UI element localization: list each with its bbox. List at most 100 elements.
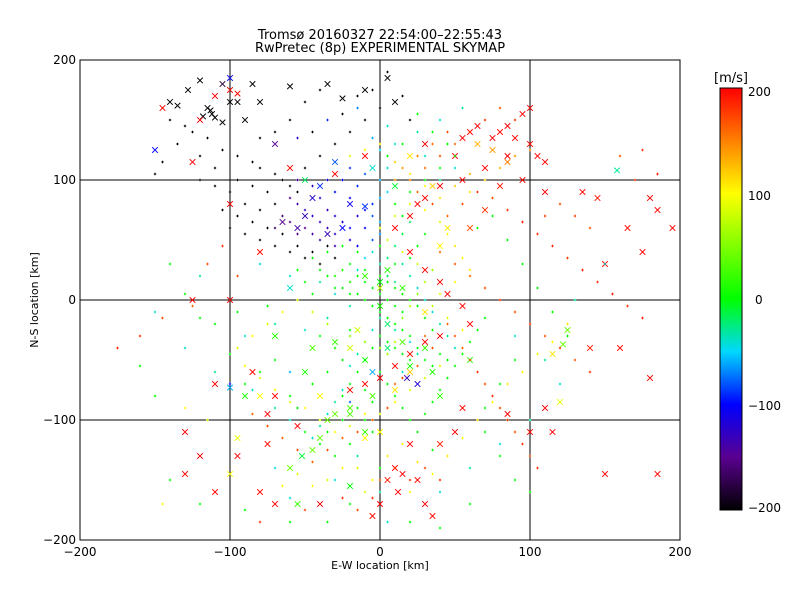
dot-marker [273,130,277,134]
cross-marker [406,152,414,160]
cross-marker [298,452,306,460]
dot-marker [303,508,307,512]
dot-marker [423,280,427,284]
dot-marker [401,262,404,266]
dot-marker [416,364,419,368]
dot-marker [416,352,419,356]
dot-marker [468,268,472,272]
cross-marker [556,398,564,406]
dot-marker [378,106,382,110]
dot-marker [401,94,404,98]
dot-marker [371,346,374,350]
dot-marker [416,286,419,290]
dot-marker [311,292,314,296]
dot-marker [438,388,442,392]
dot-marker [588,226,592,230]
dot-marker [318,280,322,284]
dot-marker [326,244,329,248]
cross-marker [504,122,511,130]
dot-marker [416,112,419,116]
cross-marker [444,290,451,298]
dot-marker [558,346,562,350]
dot-marker [288,184,292,188]
dot-marker [416,292,419,296]
cross-marker [346,482,354,490]
dot-marker [266,226,269,230]
dot-marker [438,352,442,356]
cross-marker [361,272,369,280]
dot-marker [498,442,502,446]
cross-marker [624,224,631,232]
cross-marker [211,380,219,388]
dot-marker [243,202,247,206]
dot-marker [536,466,539,470]
dot-marker [348,364,352,368]
cross-marker [406,350,414,358]
dot-marker [273,172,277,176]
cross-marker [391,224,399,232]
dot-marker [326,250,329,254]
colorbar-tick-label: 0 [755,293,763,307]
cross-marker [421,344,429,352]
dot-marker [333,292,337,296]
cross-marker [669,224,676,232]
dot-marker [258,370,262,374]
cross-marker [294,224,301,232]
cross-marker [286,164,294,172]
dot-marker [438,118,442,122]
dot-marker [506,208,509,212]
cross-marker [339,95,346,102]
dot-marker [393,142,397,146]
dot-marker [303,226,307,230]
y-axis-label: N-S location [km] [28,252,41,348]
dot-marker [228,352,232,356]
cross-marker [226,296,234,304]
dot-marker [341,220,344,224]
dot-marker [273,466,277,470]
dot-marker [536,352,539,356]
dot-marker [363,268,367,272]
dot-marker [363,490,367,494]
cross-marker [226,384,234,391]
cross-marker [256,392,264,400]
dot-marker [401,232,404,236]
dot-marker [243,232,247,236]
dot-marker [333,232,337,236]
cross-marker [346,344,354,352]
dot-marker [348,400,352,404]
cross-marker [504,410,511,418]
dot-marker [371,400,374,404]
colorbar-gradient [719,87,743,511]
dot-marker [378,346,382,350]
dot-marker [393,160,397,164]
dot-marker [626,304,629,308]
dot-marker [296,268,299,272]
x-tick-label: 200 [669,545,692,559]
dot-marker [333,286,337,290]
cross-marker [346,404,354,412]
dot-marker [251,160,254,164]
dot-marker [311,130,314,134]
dot-marker [393,400,397,404]
dot-marker [296,406,299,410]
dot-marker [303,166,307,170]
dot-marker [236,214,239,218]
x-tick-label: −200 [64,545,97,559]
cross-marker [249,368,256,376]
dot-marker [521,220,524,224]
dot-marker [326,226,329,230]
dot-marker [206,418,209,422]
dot-marker [296,136,299,140]
dot-marker [416,460,419,464]
dot-marker [318,268,322,272]
cross-marker [264,440,271,448]
dot-marker [326,316,329,320]
x-axis-label: E-W location [km] [331,559,429,572]
dot-marker [318,334,322,338]
dot-marker [213,322,217,326]
cross-marker [564,326,571,334]
cross-marker [166,98,174,106]
dot-marker [356,106,359,110]
dot-marker [311,310,314,314]
